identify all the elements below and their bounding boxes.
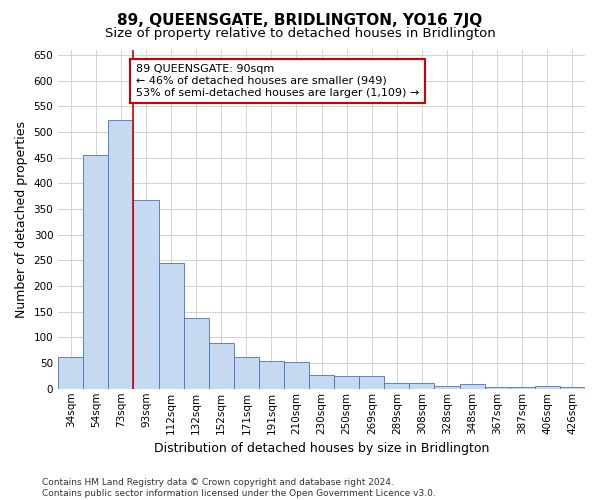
X-axis label: Distribution of detached houses by size in Bridlington: Distribution of detached houses by size … [154, 442, 489, 455]
Bar [259, 360, 284, 389]
Text: 89 QUEENSGATE: 90sqm
← 46% of detached houses are smaller (949)
53% of semi-deta: 89 QUEENSGATE: 90sqm ← 46% of detached h… [136, 64, 419, 98]
Bar [359, 376, 385, 389]
Text: 89, QUEENSGATE, BRIDLINGTON, YO16 7JQ: 89, QUEENSGATE, BRIDLINGTON, YO16 7JQ [118, 12, 482, 28]
Bar [334, 376, 359, 389]
Bar [434, 386, 460, 389]
Bar [109, 120, 133, 389]
Bar [460, 384, 485, 389]
Bar [485, 387, 510, 389]
Bar [409, 382, 434, 389]
Bar [560, 387, 585, 389]
Y-axis label: Number of detached properties: Number of detached properties [15, 121, 28, 318]
Bar [83, 155, 109, 389]
Bar [234, 357, 259, 389]
Bar [184, 318, 209, 389]
Bar [309, 376, 334, 389]
Text: Contains HM Land Registry data © Crown copyright and database right 2024.
Contai: Contains HM Land Registry data © Crown c… [42, 478, 436, 498]
Bar [133, 200, 158, 389]
Bar [535, 386, 560, 389]
Bar [284, 362, 309, 389]
Text: Size of property relative to detached houses in Bridlington: Size of property relative to detached ho… [104, 28, 496, 40]
Bar [385, 383, 409, 389]
Bar [510, 387, 535, 389]
Bar [158, 263, 184, 389]
Bar [209, 342, 234, 389]
Bar [58, 357, 83, 389]
